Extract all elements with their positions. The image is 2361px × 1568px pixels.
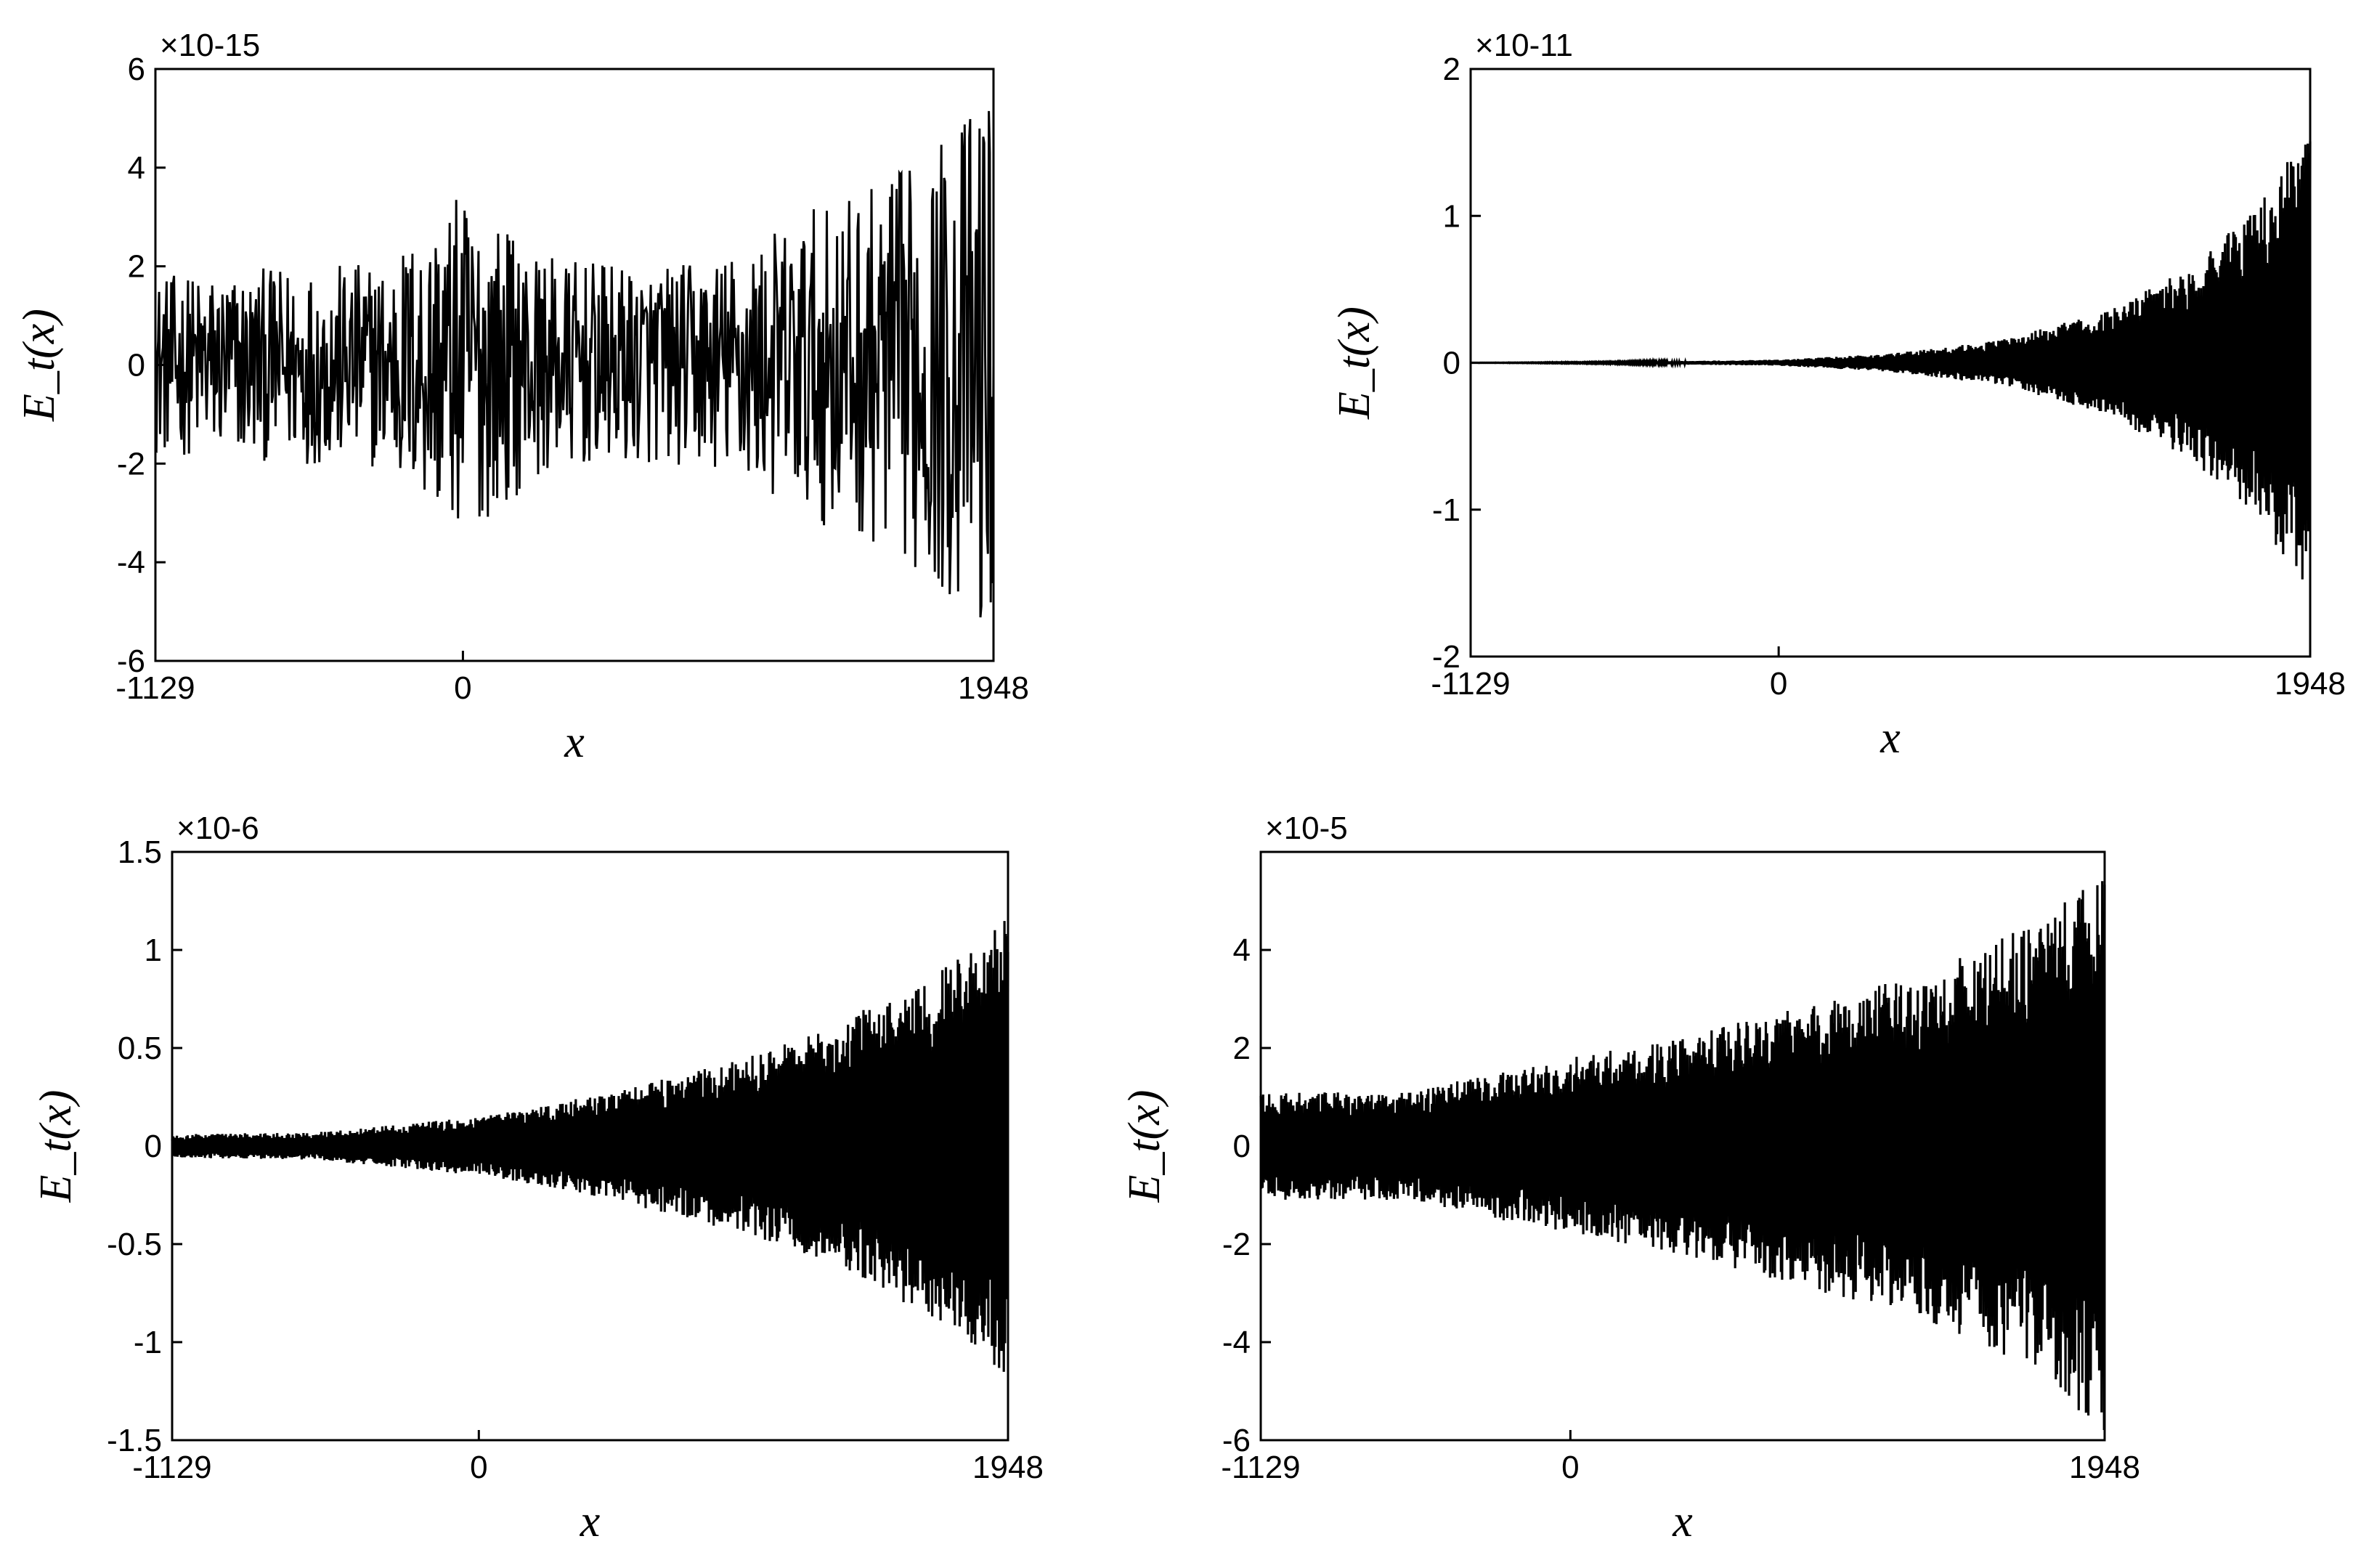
- y-tick-label: 1: [1443, 198, 1460, 234]
- y-tick-label: 4: [1233, 933, 1251, 968]
- y-tick-label: 2: [1443, 52, 1460, 87]
- y-tick-label: 0.5: [118, 1031, 162, 1066]
- x-axis-label: x: [1880, 713, 1901, 763]
- y-tick-label: 0: [1443, 346, 1460, 381]
- x-axis-label: x: [1672, 1497, 1693, 1546]
- x-ticks: -1129 0 1948: [1431, 646, 2346, 702]
- y-ticks: -1.5 -1 -0.5 0 0.5 1 1.5: [107, 834, 182, 1458]
- y-ticks: -6 -4 -2 0 2 4 6: [117, 52, 166, 679]
- x-tick-label: 0: [1561, 1450, 1579, 1485]
- y-ticks: -6 -4 -2 0 2 4: [1222, 933, 1271, 1458]
- data-series-layer: [1471, 141, 2312, 580]
- y-tick-label: -1: [1432, 492, 1460, 528]
- x-tick-label: -1129: [1431, 666, 1510, 702]
- y-tick-label: 0: [128, 348, 145, 383]
- y-tick-label: 1.5: [118, 834, 162, 870]
- y-axis-label: E_t(x): [31, 1090, 81, 1203]
- x-tick-label: 0: [454, 670, 471, 706]
- y-ticks: -2 -1 0 1 2: [1432, 52, 1481, 675]
- x-axis-label: x: [564, 718, 585, 767]
- x-ticks: -1129 0 1948: [1221, 1430, 2140, 1485]
- x-tick-label: 1948: [958, 670, 1029, 706]
- x-ticks: -1129 0 1948: [115, 651, 1029, 706]
- y-tick-label: -2: [117, 446, 145, 482]
- y-tick-label: 1: [145, 933, 162, 968]
- y-tick-label: 0: [145, 1129, 162, 1164]
- x-tick-label: -1129: [1221, 1450, 1300, 1485]
- y-tick-label: -2: [1432, 639, 1460, 675]
- data-series-layer: [171, 921, 1009, 1372]
- x-axis-label: x: [580, 1497, 601, 1546]
- y-tick-label: 4: [128, 150, 145, 186]
- data-series-line: [171, 921, 1009, 1372]
- y-tick-label: -4: [117, 545, 145, 580]
- data-series-line: [1471, 141, 2312, 580]
- panel-bottom-left: -1129 0 1948 -1.5 -1 -0.5 0 0.5 1 1.5 ×1…: [31, 811, 1044, 1546]
- y-exponent-label: ×10-11: [1475, 28, 1573, 63]
- x-tick-label: 1948: [2069, 1450, 2140, 1485]
- y-tick-label: 6: [128, 52, 145, 87]
- x-tick-label: 0: [1770, 666, 1787, 702]
- x-tick-label: 0: [470, 1450, 487, 1485]
- panel-top-right: -1129 0 1948 -2 -1 0 1 2 ×10-11 x E_t(x): [1330, 28, 2346, 763]
- y-axis-label: E_t(x): [1120, 1090, 1169, 1203]
- data-series-line: [155, 110, 995, 618]
- panel-top-left: -1129 0 1948 -6 -4 -2 0 2 4 6 ×10-15 x E…: [15, 28, 1029, 767]
- y-tick-label: -0.5: [107, 1227, 162, 1262]
- data-series-line: [1259, 881, 2106, 1431]
- x-tick-label: 1948: [972, 1450, 1044, 1485]
- panel-bottom-right: -1129 0 1948 -6 -4 -2 0 2 4 ×10-5 x E_t(…: [1120, 811, 2140, 1546]
- y-axis-label: E_t(x): [15, 309, 64, 422]
- y-tick-label: -6: [1222, 1423, 1251, 1458]
- y-tick-label: 0: [1233, 1129, 1251, 1164]
- y-tick-label: -6: [117, 643, 145, 679]
- y-tick-label: 2: [1233, 1031, 1251, 1066]
- y-exponent-label: ×10-5: [1265, 811, 1348, 846]
- y-tick-label: 2: [128, 249, 145, 285]
- y-axis-label: E_t(x): [1330, 306, 1379, 420]
- x-tick-label: 1948: [2275, 666, 2346, 702]
- x-tick-label: -1129: [132, 1450, 211, 1485]
- x-ticks: -1129 0 1948: [132, 1430, 1044, 1485]
- y-exponent-label: ×10-15: [160, 28, 260, 63]
- y-tick-label: -4: [1222, 1325, 1251, 1360]
- y-tick-label: -1.5: [107, 1423, 162, 1458]
- x-tick-label: -1129: [115, 670, 195, 706]
- data-series-layer: [1259, 881, 2106, 1431]
- data-series-layer: [155, 110, 995, 618]
- y-exponent-label: ×10-6: [176, 811, 259, 846]
- y-tick-label: -1: [134, 1325, 162, 1360]
- y-tick-label: -2: [1222, 1227, 1251, 1262]
